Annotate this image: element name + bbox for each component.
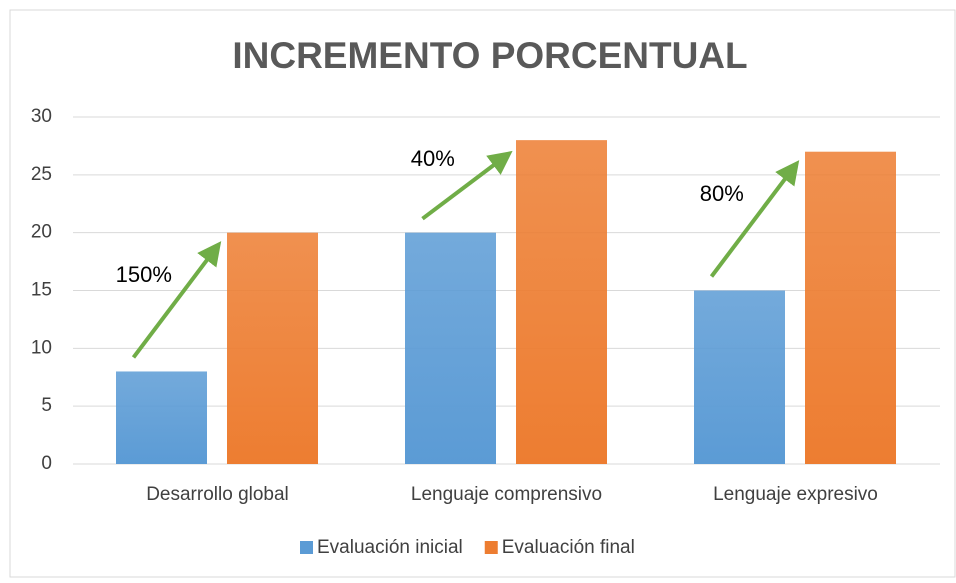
bar	[694, 290, 785, 464]
annotation-label: 150%	[116, 262, 172, 287]
x-tick-label: Lenguaje expresivo	[713, 484, 878, 505]
y-tick-label: 20	[31, 222, 52, 243]
x-tick-label: Desarrollo global	[146, 484, 289, 505]
legend-label: Evaluación inicial	[317, 537, 463, 558]
bar	[805, 151, 896, 464]
legend-swatch	[484, 541, 498, 554]
bar	[405, 232, 496, 464]
legend-label: Evaluación final	[502, 537, 635, 558]
y-tick-label: 30	[31, 106, 52, 127]
y-tick-label: 10	[31, 337, 52, 358]
annotation-label: 80%	[700, 181, 744, 206]
x-tick-label: Lenguaje comprensivo	[411, 484, 602, 505]
y-tick-label: 15	[31, 280, 52, 301]
bar	[116, 371, 207, 464]
y-tick-label: 0	[41, 453, 52, 474]
y-tick-label: 25	[31, 164, 52, 185]
annotation-arrow	[131, 241, 222, 359]
y-tick-label: 5	[41, 395, 52, 416]
annotation-arrow	[709, 160, 800, 278]
chart-title: INCREMENTO PORCENTUAL	[232, 35, 747, 76]
bar	[516, 140, 607, 464]
annotation-label: 40%	[411, 146, 455, 171]
annotation-arrow	[421, 150, 513, 221]
bar	[227, 232, 318, 464]
legend-swatch	[300, 541, 313, 554]
